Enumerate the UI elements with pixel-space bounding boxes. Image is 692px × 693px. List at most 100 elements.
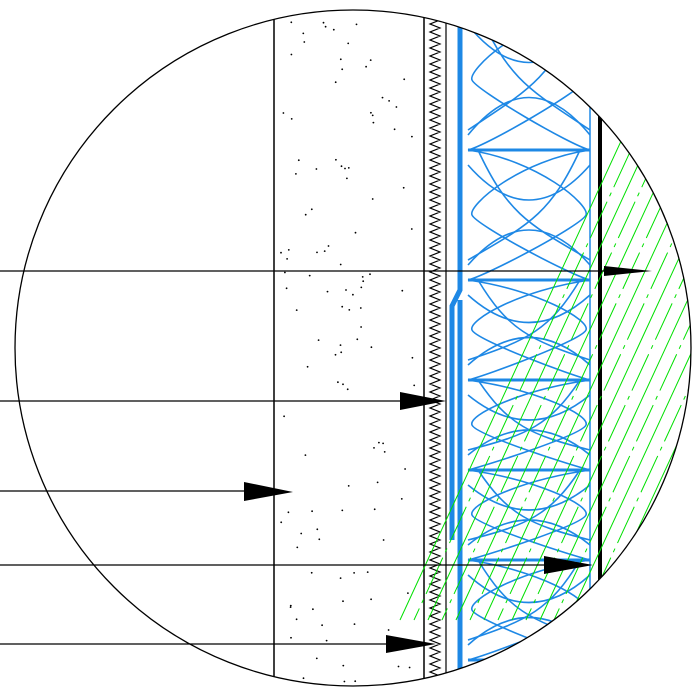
insulation-loop — [467, 294, 591, 324]
stipple-dot — [343, 680, 346, 683]
stipple-dot — [303, 41, 306, 43]
stipple-dot — [395, 106, 398, 108]
stipple-dot — [290, 636, 292, 639]
stipple-dot — [387, 629, 390, 631]
stipple-dot — [316, 528, 319, 531]
stipple-dot — [306, 365, 309, 368]
insulation-loop — [471, 279, 591, 381]
stipple-dot — [302, 677, 305, 680]
stipple-dot — [316, 251, 318, 254]
hatch-line — [567, 99, 691, 621]
stipple-dot — [360, 326, 362, 328]
leader-masonry-block — [0, 482, 293, 501]
insulation-loop — [467, 149, 587, 281]
stipple-dot — [346, 177, 348, 180]
insulation-loop — [477, 379, 591, 451]
stipple-dot — [378, 441, 380, 444]
stipple-dot — [290, 118, 293, 120]
render-key-zigzag — [428, 10, 442, 686]
stipple-dot — [347, 42, 350, 45]
insulation-loop — [467, 616, 591, 646]
stipple-dot — [289, 606, 292, 608]
leader-cladding — [0, 266, 652, 276]
hatch-line — [525, 99, 691, 621]
stipple-dot — [317, 339, 320, 341]
stipple-dot — [342, 600, 344, 603]
stipple-dot — [356, 338, 359, 341]
stipple-dot — [400, 498, 403, 500]
arrowhead — [386, 635, 436, 653]
stipple-dot — [345, 289, 347, 291]
stipple-dot — [366, 571, 369, 573]
stipple-dot — [373, 508, 376, 511]
stipple-dot — [300, 532, 303, 535]
stipple-dot — [325, 639, 328, 642]
insulation-loop — [467, 559, 581, 641]
stipple-dot — [341, 305, 344, 308]
leader-mineral-wool — [0, 556, 593, 574]
stipple-dot — [344, 167, 346, 170]
hatch-line — [581, 99, 691, 621]
stipple-dot — [310, 571, 313, 574]
stipple-dot — [408, 666, 411, 669]
stipple-dot — [308, 274, 311, 277]
stipple-dot — [295, 618, 298, 621]
stipple-dot — [280, 521, 283, 524]
insulation-loop — [471, 379, 591, 471]
stipple-dot — [334, 353, 337, 356]
stipple-dot — [369, 59, 372, 61]
stipple-dot — [304, 213, 307, 216]
stipple-dot — [376, 481, 379, 484]
hatch-line — [651, 99, 691, 621]
hatch-line — [623, 99, 691, 621]
stipple-dot — [295, 173, 297, 175]
stipple-dot — [335, 158, 337, 161]
arrowhead — [244, 482, 293, 501]
stipple-dot — [411, 135, 413, 138]
stipple-dot — [370, 111, 372, 114]
insulation-loop — [467, 394, 591, 421]
stipple-dot — [315, 168, 318, 170]
stipple-dot — [373, 447, 375, 449]
stipple-dot — [360, 286, 363, 289]
stipple-dot — [296, 546, 299, 549]
stipple-dot — [304, 454, 307, 456]
stipple-dot — [381, 96, 384, 99]
insulation-loop — [467, 164, 591, 201]
stipple-dot — [339, 344, 342, 346]
stipple-dot — [285, 287, 288, 290]
stipple-dot — [302, 32, 305, 35]
insulation-loop — [467, 574, 591, 604]
hatch-line — [413, 99, 655, 621]
stipple-dot — [404, 468, 406, 470]
stipple-dot — [354, 680, 357, 683]
stipple-dot — [410, 228, 413, 230]
insulation-loop — [471, 469, 591, 561]
stipple-dot — [369, 273, 371, 276]
stipple-dot — [297, 159, 300, 162]
stipple-dot — [370, 598, 372, 601]
stipple-dot — [354, 231, 357, 234]
hatch-line — [497, 99, 691, 621]
insulation-loop — [467, 469, 581, 541]
insulation-loop — [467, 484, 591, 511]
stipple-dot — [372, 121, 375, 124]
insulation-loop — [471, 10, 591, 151]
stipple-dot — [340, 165, 343, 168]
stipple-dot — [407, 592, 409, 594]
stipple-dot — [311, 510, 313, 513]
stipple-dot — [339, 263, 342, 266]
insulation-loop — [467, 279, 587, 381]
arrowhead — [604, 266, 652, 276]
stipple-dot — [347, 485, 350, 487]
insulation-loop — [467, 279, 581, 361]
stipple-dot — [295, 309, 298, 311]
stipple-dot — [324, 25, 327, 28]
stipple-dot — [393, 128, 396, 131]
stipple-dot — [411, 356, 414, 359]
stipple-dot — [302, 8, 304, 10]
insulation-loop — [467, 10, 587, 151]
stipple-dot — [355, 23, 358, 26]
stipple-dot — [352, 293, 354, 296]
